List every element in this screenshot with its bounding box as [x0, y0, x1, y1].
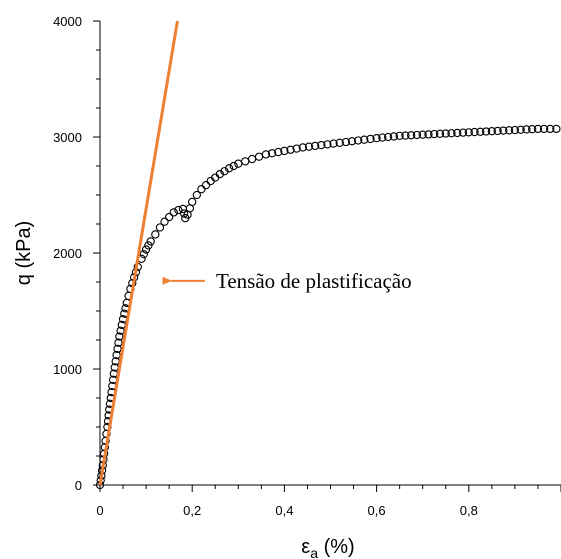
data-point: [412, 130, 422, 140]
data-point: [201, 180, 211, 190]
data-point: [341, 137, 351, 147]
y-axis-title: q (kPa): [13, 221, 35, 285]
data-point: [522, 125, 531, 134]
data-point: [113, 344, 122, 354]
x-axis-title: εa (%): [301, 536, 354, 559]
x-tick-label: 0,6: [368, 503, 386, 518]
data-point: [261, 150, 271, 159]
data-point: [197, 185, 206, 194]
x-tick-label: 0,2: [183, 503, 201, 518]
y-tick-label: 1000: [53, 362, 82, 377]
data-point: [383, 132, 393, 142]
x-axis-subscript: a: [310, 545, 318, 559]
data-point: [441, 129, 450, 138]
y-tick-label: 3000: [53, 130, 82, 145]
data-point: [169, 208, 178, 217]
data-point: [533, 124, 543, 134]
data-point: [188, 197, 197, 207]
data-point: [435, 129, 445, 138]
data-point: [160, 217, 169, 226]
data-point: [347, 137, 357, 146]
data-point: [476, 127, 485, 136]
data-point: [229, 161, 238, 171]
x-tick-label: 0,8: [460, 503, 478, 518]
data-point: [215, 169, 225, 179]
data-point: [453, 128, 462, 138]
annotations: Tensão de plastificação: [162, 269, 412, 293]
data-point: [115, 332, 124, 341]
data-point: [378, 133, 387, 142]
data-point: [241, 157, 250, 166]
data-point: [292, 144, 301, 153]
data-point: [116, 326, 125, 335]
data-point: [155, 223, 165, 232]
data-point: [395, 131, 404, 140]
data-point: [164, 212, 174, 222]
data-point: [335, 138, 344, 147]
data-point: [114, 338, 123, 347]
data-point: [360, 135, 369, 144]
data-point: [516, 125, 525, 134]
data-point: [144, 241, 153, 250]
tick-marks: [93, 20, 561, 492]
data-point: [504, 126, 514, 135]
data-point: [139, 250, 148, 259]
data-point: [224, 164, 234, 173]
tangent-line: [98, 20, 179, 486]
axes: [99, 21, 561, 486]
data-point: [539, 124, 549, 134]
data-point: [528, 125, 537, 134]
data-point: [220, 167, 229, 176]
data-point: [552, 124, 561, 134]
data-point: [487, 127, 496, 136]
y-tick-label: 0: [75, 478, 82, 493]
data-point: [407, 131, 416, 140]
data-point: [146, 237, 155, 246]
data-point: [151, 230, 160, 239]
tangent-line-series: [98, 20, 179, 486]
data-point: [430, 129, 439, 139]
data-point: [280, 146, 289, 156]
data-point: [464, 128, 473, 137]
data-point: [424, 130, 433, 139]
data-point: [254, 152, 264, 161]
data-point: [499, 126, 508, 135]
data-point: [247, 154, 257, 164]
scatter-series: [95, 124, 561, 490]
data-point: [481, 127, 491, 136]
x-axis-symbol: ε: [301, 536, 310, 558]
y-tick-label: 4000: [53, 14, 82, 29]
data-point: [401, 131, 410, 140]
data-point: [179, 209, 189, 218]
x-tick-label: 0: [96, 503, 103, 518]
data-point: [310, 141, 320, 151]
data-point: [274, 147, 283, 157]
data-point: [267, 149, 277, 158]
annotation-label: Tensão de plastificação: [216, 269, 412, 293]
data-point: [470, 127, 479, 137]
data-point: [298, 143, 307, 152]
data-point: [317, 140, 326, 150]
data-point: [458, 128, 468, 137]
y-tick-label: 2000: [53, 246, 82, 261]
data-point: [447, 129, 456, 138]
data-point: [366, 134, 375, 144]
data-point: [418, 130, 427, 139]
data-point: [493, 126, 502, 136]
data-point: [286, 145, 295, 154]
x-axis-unit: (%): [318, 536, 355, 558]
data-point: [141, 245, 151, 254]
data-point: [192, 190, 201, 200]
x-tick-label: 0,4: [275, 503, 293, 518]
data-point: [329, 139, 338, 148]
data-point: [304, 142, 314, 151]
data-point: [510, 125, 520, 135]
data-point: [389, 132, 399, 141]
data-point: [323, 140, 332, 149]
tick-labels: 0 1000 2000 3000 4000 0 0,2 0,4 0,6 0,8: [53, 14, 478, 518]
data-point: [354, 136, 363, 145]
data-point: [546, 124, 555, 134]
data-point: [372, 134, 381, 143]
